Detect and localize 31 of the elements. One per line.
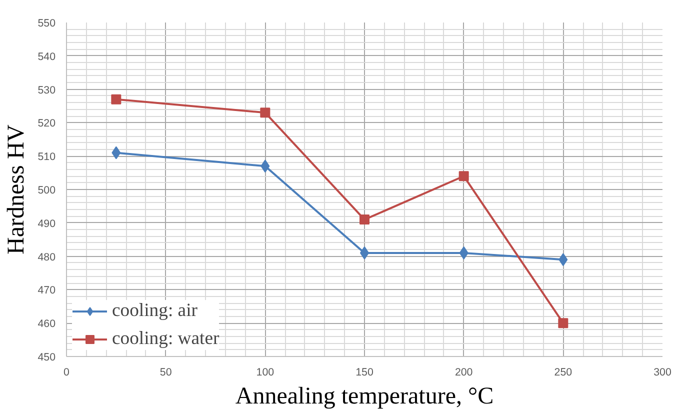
point <box>111 94 122 104</box>
x-axis-title: Annealing temperature, °C <box>235 384 494 410</box>
y-tick-label: 520 <box>38 118 56 130</box>
point <box>558 253 568 266</box>
x-tick-label: 200 <box>454 366 473 378</box>
y-tick-label: 500 <box>38 184 56 196</box>
point <box>458 171 469 182</box>
x-tick-label: 0 <box>64 366 70 378</box>
point <box>112 146 121 160</box>
y-tick-label: 450 <box>38 352 56 364</box>
point <box>260 108 270 118</box>
y-tick-label: 510 <box>38 151 56 164</box>
point <box>260 160 270 173</box>
y-tick-label: 530 <box>38 84 56 96</box>
legend-label: cooling: air <box>112 300 198 322</box>
y-tick-label: 480 <box>38 251 56 264</box>
x-tick-label: 250 <box>554 366 572 378</box>
y-tick-label: 550 <box>38 18 56 30</box>
point <box>459 246 468 260</box>
x-tick-label: 100 <box>256 366 274 378</box>
x-tick-label: 300 <box>654 366 672 378</box>
y-tick-label: 460 <box>38 318 56 330</box>
x-tick-label: 150 <box>356 366 374 378</box>
point <box>558 318 568 328</box>
x-tick-label: 50 <box>160 366 172 378</box>
y-tick-label: 540 <box>38 50 56 63</box>
y-tick-label: 490 <box>38 218 56 230</box>
y-tick-label: 470 <box>38 284 56 297</box>
legend-label: cooling: water <box>112 328 220 350</box>
y-axis-title: Hardness HV <box>4 124 30 254</box>
point <box>360 214 370 225</box>
